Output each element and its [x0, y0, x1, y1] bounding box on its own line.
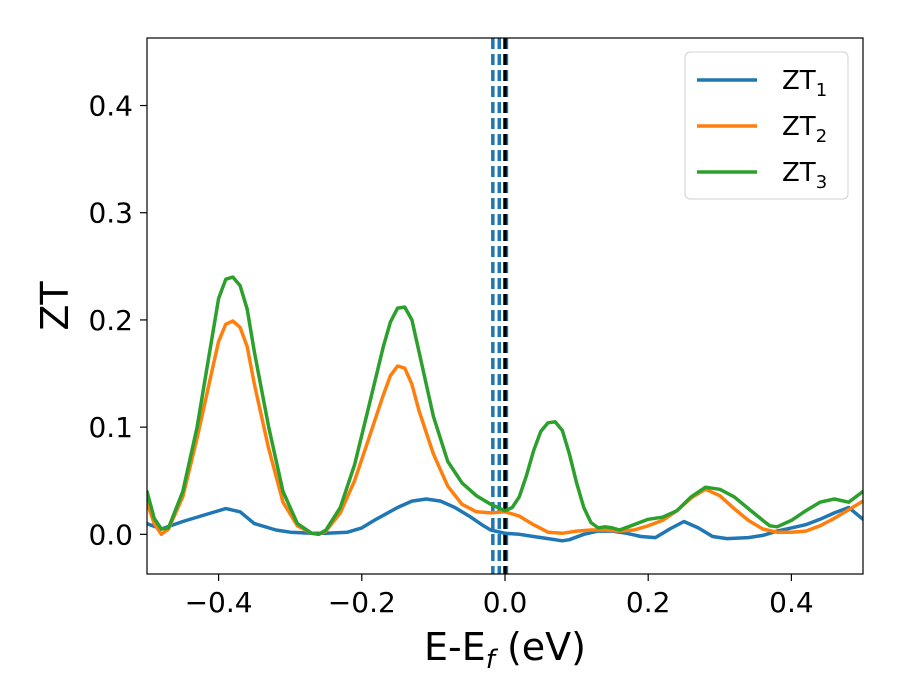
- legend: ZT1 ZT2 ZT3: [684, 51, 849, 200]
- vertical-reference-lines: [491, 38, 509, 574]
- legend-label-zt3: ZT3: [782, 158, 827, 193]
- y-tick-label: 0.3: [88, 197, 133, 230]
- x-axis-label-suffix: (eV): [495, 625, 586, 669]
- x-axis-label: E-Ef (eV): [424, 625, 586, 675]
- y-tick-label: 0.1: [88, 411, 133, 444]
- x-axis-label-main: E-E: [424, 625, 486, 669]
- legend-box: [684, 51, 849, 200]
- series-lines: [147, 275, 863, 543]
- x-tick-label: 0.2: [626, 586, 671, 619]
- y-axis-label: ZT: [33, 281, 77, 331]
- y-axis-ticks: 0.0 0.1 0.2 0.3 0.4: [88, 90, 147, 551]
- y-tick-label: 0.4: [88, 90, 133, 123]
- x-tick-label: −0.4: [185, 586, 253, 619]
- y-tick-label: 0.0: [88, 518, 133, 551]
- x-tick-label: 0.0: [483, 586, 528, 619]
- series-line-zt1: [147, 497, 863, 543]
- x-axis-ticks: −0.4 −0.2 0.0 0.2 0.4: [185, 574, 814, 619]
- y-tick-label: 0.2: [88, 304, 133, 337]
- x-tick-label: −0.2: [328, 586, 396, 619]
- series-line-zt3: [147, 275, 863, 537]
- legend-label-zt2: ZT2: [782, 112, 827, 147]
- legend-label-zt1: ZT1: [782, 66, 827, 101]
- series-line-zt2: [147, 319, 863, 537]
- x-tick-label: 0.4: [769, 586, 814, 619]
